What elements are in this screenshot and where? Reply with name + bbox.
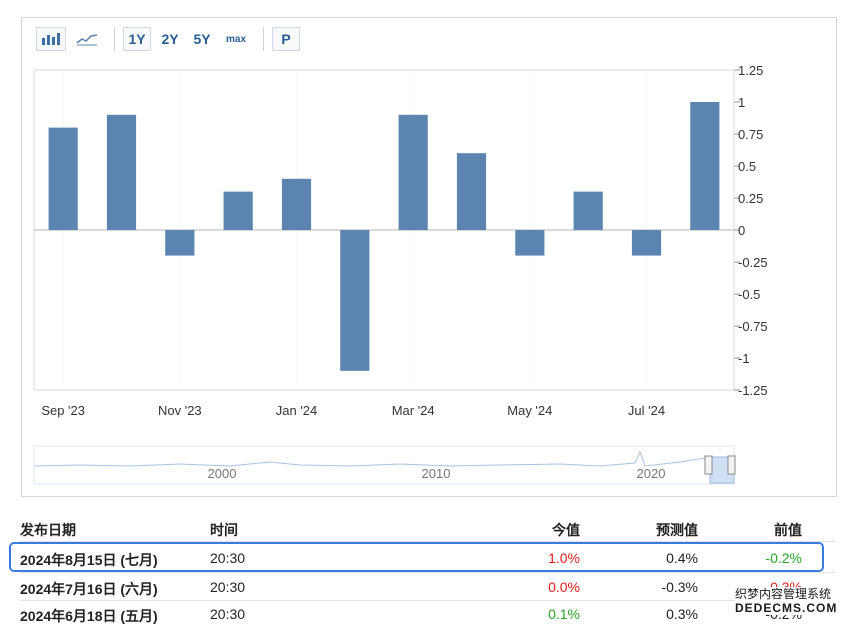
chart-frame — [21, 17, 837, 497]
bar[interactable] — [106, 114, 137, 230]
range-5y-button[interactable]: 5Y — [193, 31, 211, 47]
y-tick-label: 1.25 — [738, 63, 763, 78]
row-divider — [20, 572, 835, 573]
table-row[interactable]: 2024年8月15日 (七月) 20:30 1.0% 0.4% -0.2% — [20, 545, 830, 571]
bar[interactable] — [631, 230, 662, 256]
table-header: 发布日期 时间 今值 预测值 前值 — [20, 515, 830, 541]
navigator-year-label: 2000 — [208, 466, 237, 481]
row-date: 2024年7月16日 (六月) — [20, 581, 158, 597]
range-navigator — [33, 445, 736, 485]
row-date: 2024年6月18日 (五月) — [20, 608, 158, 624]
y-tick-label: -1.25 — [738, 383, 768, 398]
row-time: 20:30 — [210, 606, 246, 622]
row-forecast: 0.3% — [666, 606, 698, 622]
header-date: 发布日期 — [20, 522, 76, 538]
toolbar-separator — [114, 27, 115, 51]
navigator-right-handle[interactable] — [727, 455, 736, 475]
table-row[interactable]: 2024年7月16日 (六月) 20:30 0.0% -0.3% -0.3% — [20, 574, 830, 600]
bar[interactable] — [165, 230, 195, 256]
bar[interactable] — [515, 230, 545, 256]
p-button[interactable]: P — [272, 27, 300, 51]
watermark: 织梦内容管理系统 DEDECMS.COM — [735, 587, 838, 615]
y-tick-label: -0.5 — [738, 287, 760, 302]
y-tick-label: 0 — [738, 223, 745, 238]
navigator-year-label: 2010 — [422, 466, 451, 481]
y-tick-label: 0.5 — [738, 159, 756, 174]
y-tick-label: 1 — [738, 95, 745, 110]
chart-grid — [33, 69, 735, 391]
navigator-series — [33, 450, 735, 467]
bar[interactable] — [573, 191, 603, 230]
highlight-box — [9, 542, 824, 572]
row-actual: 0.0% — [548, 579, 580, 595]
bar[interactable] — [281, 178, 312, 230]
row-time: 20:30 — [210, 579, 246, 595]
bar-chart: 1.25 1 0.75 0.5 0.25 0 -0.25 -0.5 -0.75 -1 -1.25 S… — [33, 63, 768, 485]
y-axis-ticks: 1.25 1 0.75 0.5 0.25 0 -0.25 -0.5 -0.75 -1 -1.25 — [734, 63, 768, 398]
navigator-year-label: 2020 — [637, 466, 666, 481]
toolbar-separator — [263, 27, 264, 51]
range-2y-button[interactable]: 2Y — [161, 31, 179, 47]
row-actual: 0.1% — [548, 606, 580, 622]
navigator-labels: 2000 2010 2020 — [208, 466, 666, 481]
bar[interactable] — [456, 153, 487, 230]
y-tick-label: 0.25 — [738, 191, 763, 206]
row-date: 2024年8月15日 (七月) — [20, 552, 158, 568]
chart-toolbar: 1Y 2Y 5Y max P — [36, 26, 306, 52]
y-tick-label: -1 — [738, 351, 750, 366]
bar[interactable] — [398, 114, 428, 230]
x-tick-label: Mar '24 — [392, 403, 435, 418]
row-divider — [20, 600, 835, 601]
bar[interactable] — [340, 230, 370, 371]
row-divider — [20, 541, 835, 542]
navigator-left-handle[interactable] — [704, 455, 713, 475]
header-forecast: 预测值 — [656, 522, 698, 538]
bar[interactable] — [48, 127, 78, 230]
x-tick-label: May '24 — [507, 403, 552, 418]
line-chart-icon[interactable] — [72, 27, 102, 51]
chart-bars — [48, 102, 720, 371]
header-time: 时间 — [210, 522, 238, 538]
x-axis-ticks: Sep '23 Nov '23 Jan '24 Mar '24 May '24 Jul '… — [41, 403, 665, 418]
bar-chart-icon[interactable] — [36, 27, 66, 51]
x-tick-label: Jan '24 — [276, 403, 318, 418]
x-tick-label: Sep '23 — [41, 403, 85, 418]
row-previous: -0.2% — [765, 550, 802, 566]
bar[interactable] — [690, 102, 720, 230]
row-forecast: -0.3% — [661, 579, 698, 595]
row-time: 20:30 — [210, 550, 246, 566]
row-actual: 1.0% — [548, 550, 580, 566]
y-tick-label: 0.75 — [738, 127, 763, 142]
x-tick-label: Nov '23 — [158, 403, 202, 418]
watermark-line2: DEDECMS.COM — [735, 601, 838, 615]
header-actual: 今值 — [552, 522, 580, 538]
header-previous: 前值 — [774, 522, 802, 538]
y-tick-label: -0.75 — [738, 319, 768, 334]
range-1y-button[interactable]: 1Y — [123, 27, 151, 51]
range-max-button[interactable]: max — [225, 33, 246, 45]
bar[interactable] — [223, 191, 253, 230]
x-tick-label: Jul '24 — [628, 403, 665, 418]
y-tick-label: -0.25 — [738, 255, 768, 270]
row-forecast: 0.4% — [666, 550, 698, 566]
watermark-line1: 织梦内容管理系统 — [735, 587, 832, 601]
table-row[interactable]: 2024年6月18日 (五月) 20:30 0.1% 0.3% -0.2% — [20, 601, 830, 627]
